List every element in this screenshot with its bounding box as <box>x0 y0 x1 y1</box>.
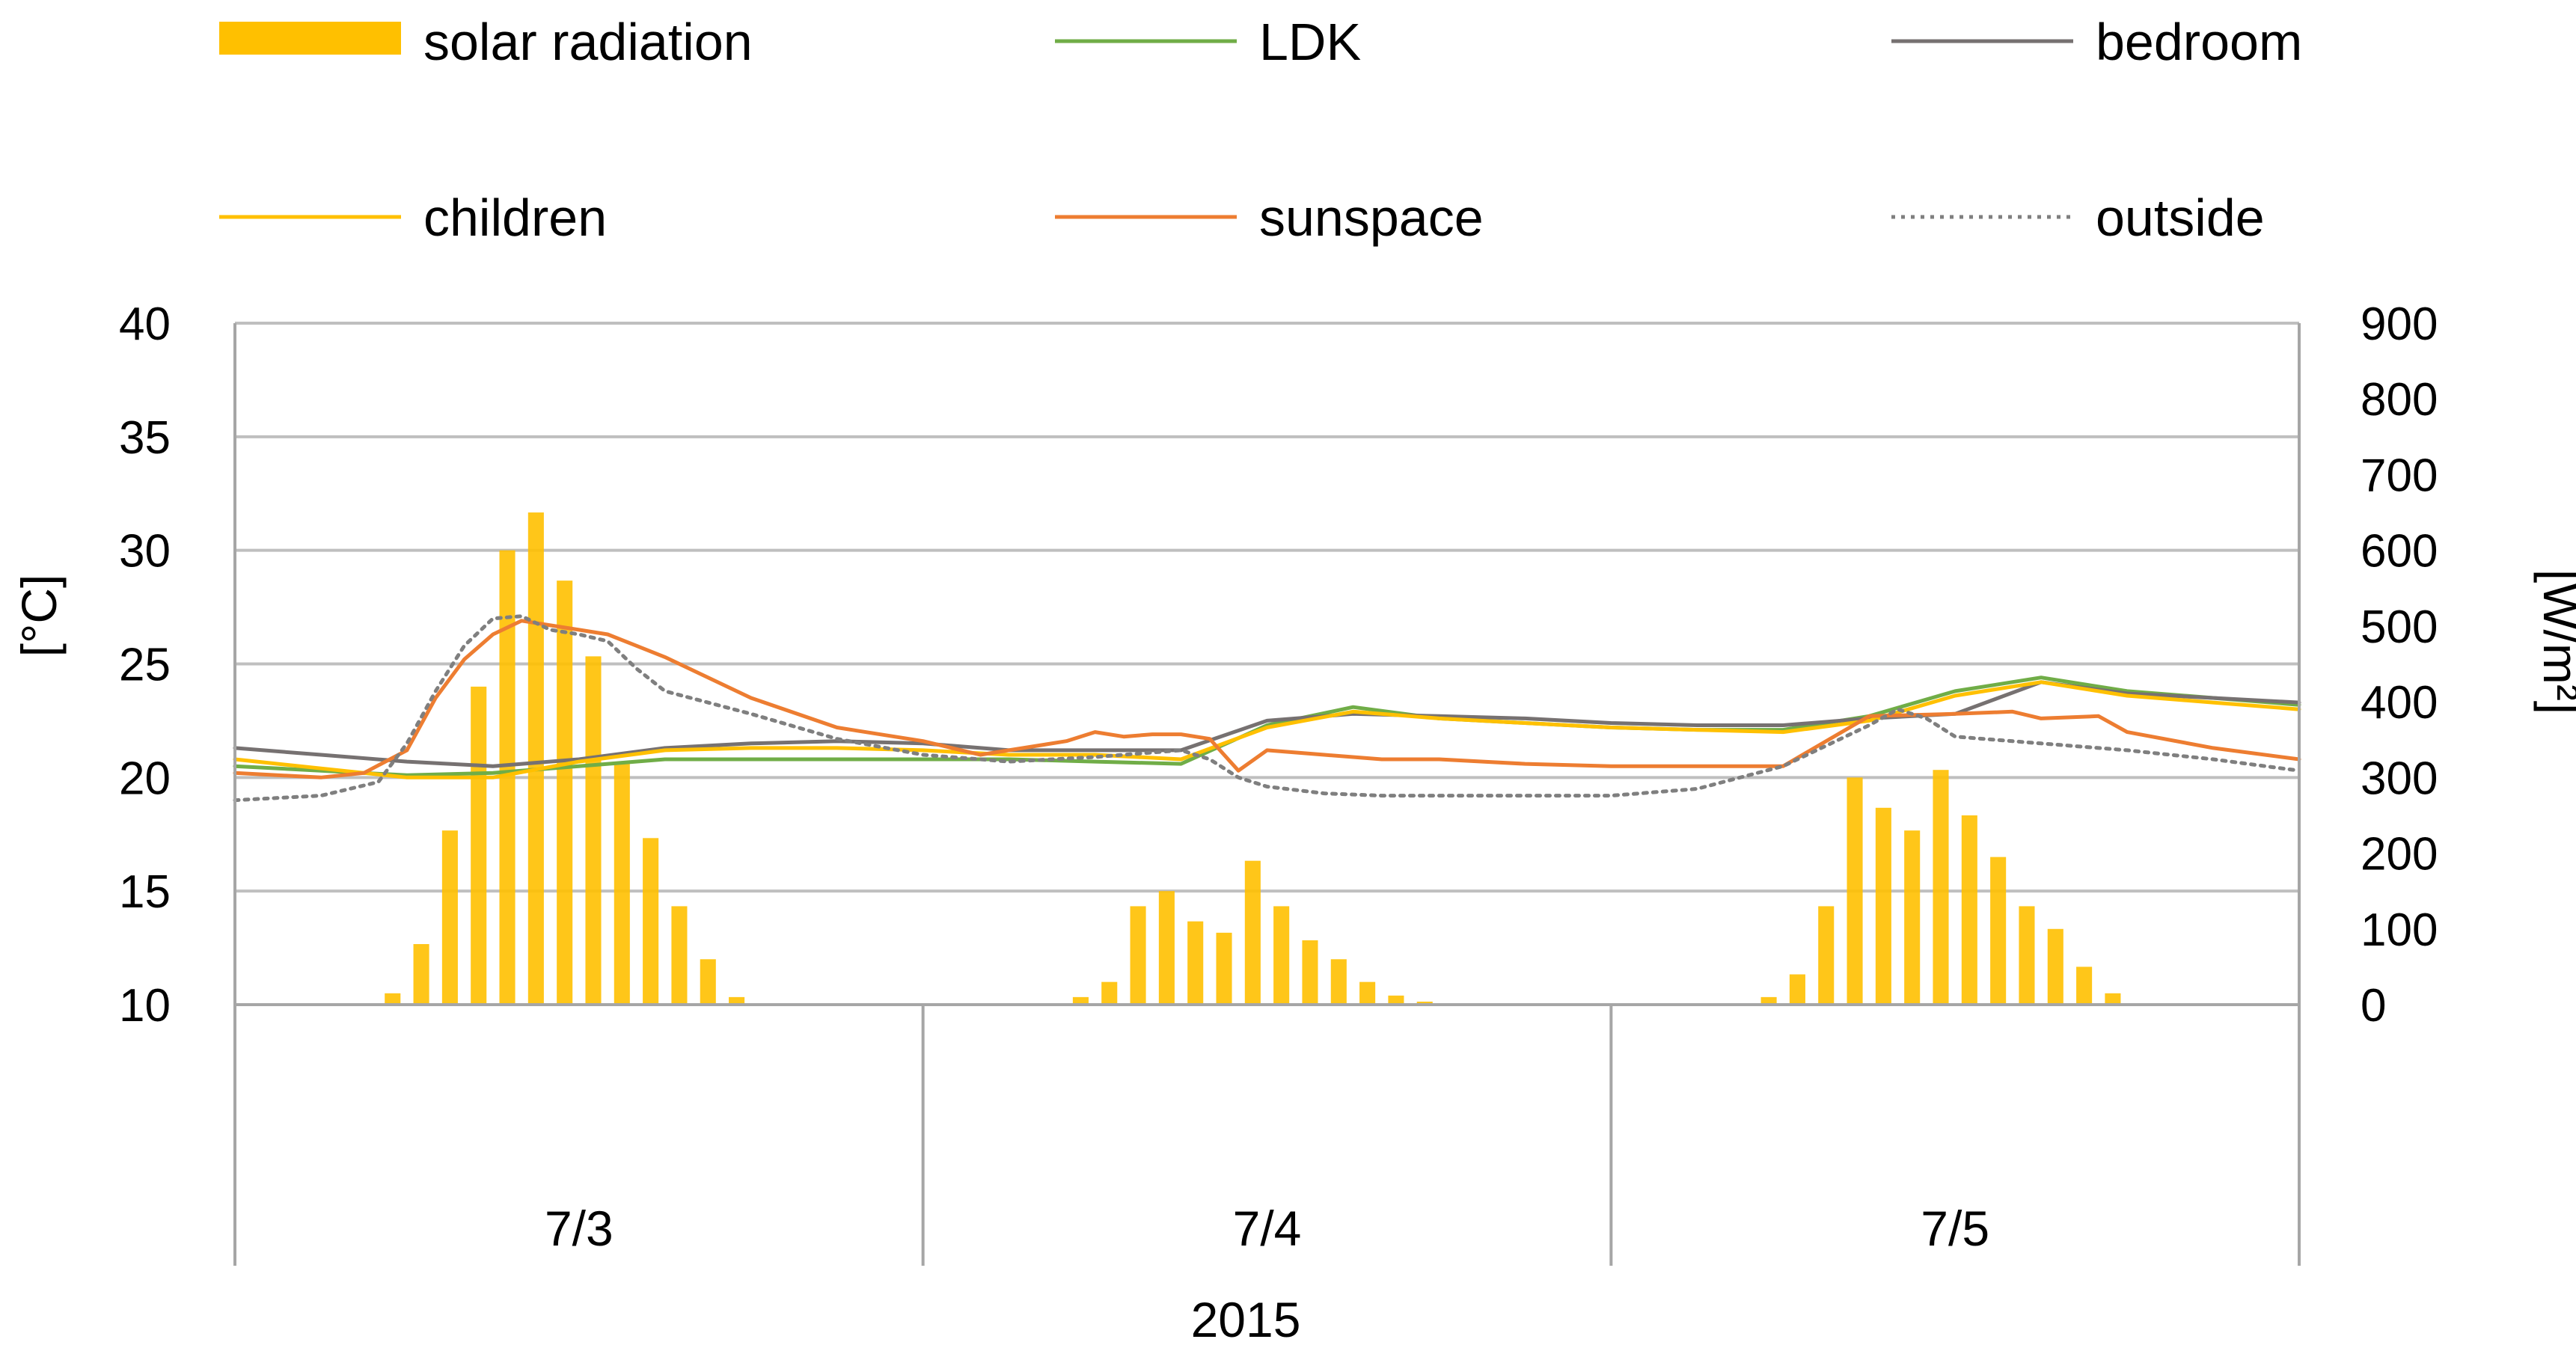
solar-radiation-bar <box>499 550 515 1005</box>
solar-radiation-bar <box>527 512 544 1005</box>
left-tick-label: 25 <box>119 640 171 691</box>
solar-radiation-bar <box>1359 981 1376 1005</box>
solar-radiation-bar <box>1388 995 1404 1005</box>
right-tick-label: 600 <box>2361 526 2438 578</box>
category-label: 7/4 <box>1233 1201 1302 1256</box>
solar-radiation-bar <box>1760 996 1777 1005</box>
left-tick-label: 15 <box>119 866 171 918</box>
left-tick-label: 20 <box>119 753 171 804</box>
right-tick-label: 500 <box>2361 601 2438 653</box>
legend: solar radiation LDK bedroom children sunspac… <box>219 13 2302 247</box>
left-tick-label: 35 <box>119 412 171 464</box>
solar-radiation-bar <box>1875 807 1891 1005</box>
solar-radiation-bar <box>1416 1001 1433 1005</box>
solar-radiation-bar <box>1158 891 1175 1005</box>
right-tick-label: 0 <box>2361 980 2386 1032</box>
solar-radiation-bar <box>385 993 401 1005</box>
solar-radiation-bar <box>1904 830 1921 1005</box>
solar-radiation-bar <box>1216 932 1232 1005</box>
left-axis-ticks: 40 35 30 25 20 15 10 <box>119 298 171 1032</box>
legend-swatch-solar <box>219 22 401 55</box>
solar-radiation-bar <box>1818 906 1835 1005</box>
left-tick-label: 10 <box>119 980 171 1032</box>
solar-radiation-bar <box>729 996 745 1005</box>
right-tick-label: 400 <box>2361 677 2438 729</box>
solar-radiation-bar <box>441 830 458 1005</box>
solar-radiation-bar <box>557 581 573 1005</box>
y-axis-title-right: [W/m²] <box>2533 569 2576 714</box>
solar-radiation-bar <box>1961 815 1977 1005</box>
series-line-sunspace <box>233 619 2301 779</box>
solar-radiation-bar <box>1933 770 1949 1005</box>
category-label: 7/3 <box>545 1201 614 1256</box>
legend-label: solar radiation <box>423 13 753 71</box>
solar-radiation-bar <box>1187 921 1204 1005</box>
solar-radiation-bar <box>1847 777 1863 1005</box>
right-axis-ticks: 900 800 700 600 500 400 300 200 100 0 <box>2361 298 2438 1032</box>
category-labels: 7/3 7/4 7/5 <box>545 1201 1989 1256</box>
right-tick-label: 800 <box>2361 374 2438 426</box>
solar-radiation-bar <box>700 959 716 1005</box>
right-tick-label: 100 <box>2361 904 2438 956</box>
solar-radiation-bar <box>1990 857 2007 1005</box>
solar-radiation-bar <box>614 762 630 1005</box>
legend-label: sunspace <box>1259 189 1484 247</box>
solar-radiation-bar <box>413 944 429 1005</box>
solar-radiation-bar <box>1302 940 1318 1005</box>
solar-radiation-bar <box>1101 981 1118 1005</box>
solar-radiation-bar <box>2019 906 2035 1005</box>
left-tick-label: 40 <box>119 298 171 350</box>
legend-label: LDK <box>1259 13 1361 71</box>
y-axis-title-left: [°C] <box>11 575 67 658</box>
gridlines <box>235 322 2299 893</box>
legend-label: outside <box>2096 189 2265 247</box>
solar-radiation-bar <box>1130 906 1146 1005</box>
solar-radiation-bar <box>2047 928 2063 1005</box>
solar-radiation-bar <box>1789 974 1805 1005</box>
solar-radiation-bar <box>2105 993 2121 1005</box>
solar-radiation-bar <box>585 656 602 1005</box>
right-tick-label: 300 <box>2361 753 2438 804</box>
right-tick-label: 200 <box>2361 829 2438 880</box>
solar-radiation-bar <box>471 686 487 1005</box>
solar-radiation-bar <box>643 838 659 1005</box>
solar-radiation-bar <box>1273 906 1290 1005</box>
series-line-children <box>233 680 2301 779</box>
solar-radiation-bar <box>1330 959 1347 1005</box>
solar-radiation-bar <box>1072 996 1089 1005</box>
legend-label: bedroom <box>2096 13 2302 71</box>
category-label: 7/5 <box>1921 1201 1989 1256</box>
legend-label: children <box>423 189 607 247</box>
solar-radiation-bar <box>1244 860 1261 1005</box>
right-tick-label: 700 <box>2361 450 2438 501</box>
solar-radiation-bar <box>671 906 688 1005</box>
x-axis-title: 2015 <box>1191 1292 1301 1347</box>
left-tick-label: 30 <box>119 526 171 578</box>
series-lines <box>233 614 2301 803</box>
right-tick-label: 900 <box>2361 298 2438 350</box>
series-line-outside <box>233 614 2301 803</box>
solar-radiation-bars <box>385 512 2121 1005</box>
axes <box>233 323 2301 1266</box>
solar-radiation-bar <box>2076 967 2093 1005</box>
series-line-ldk <box>233 676 2301 777</box>
